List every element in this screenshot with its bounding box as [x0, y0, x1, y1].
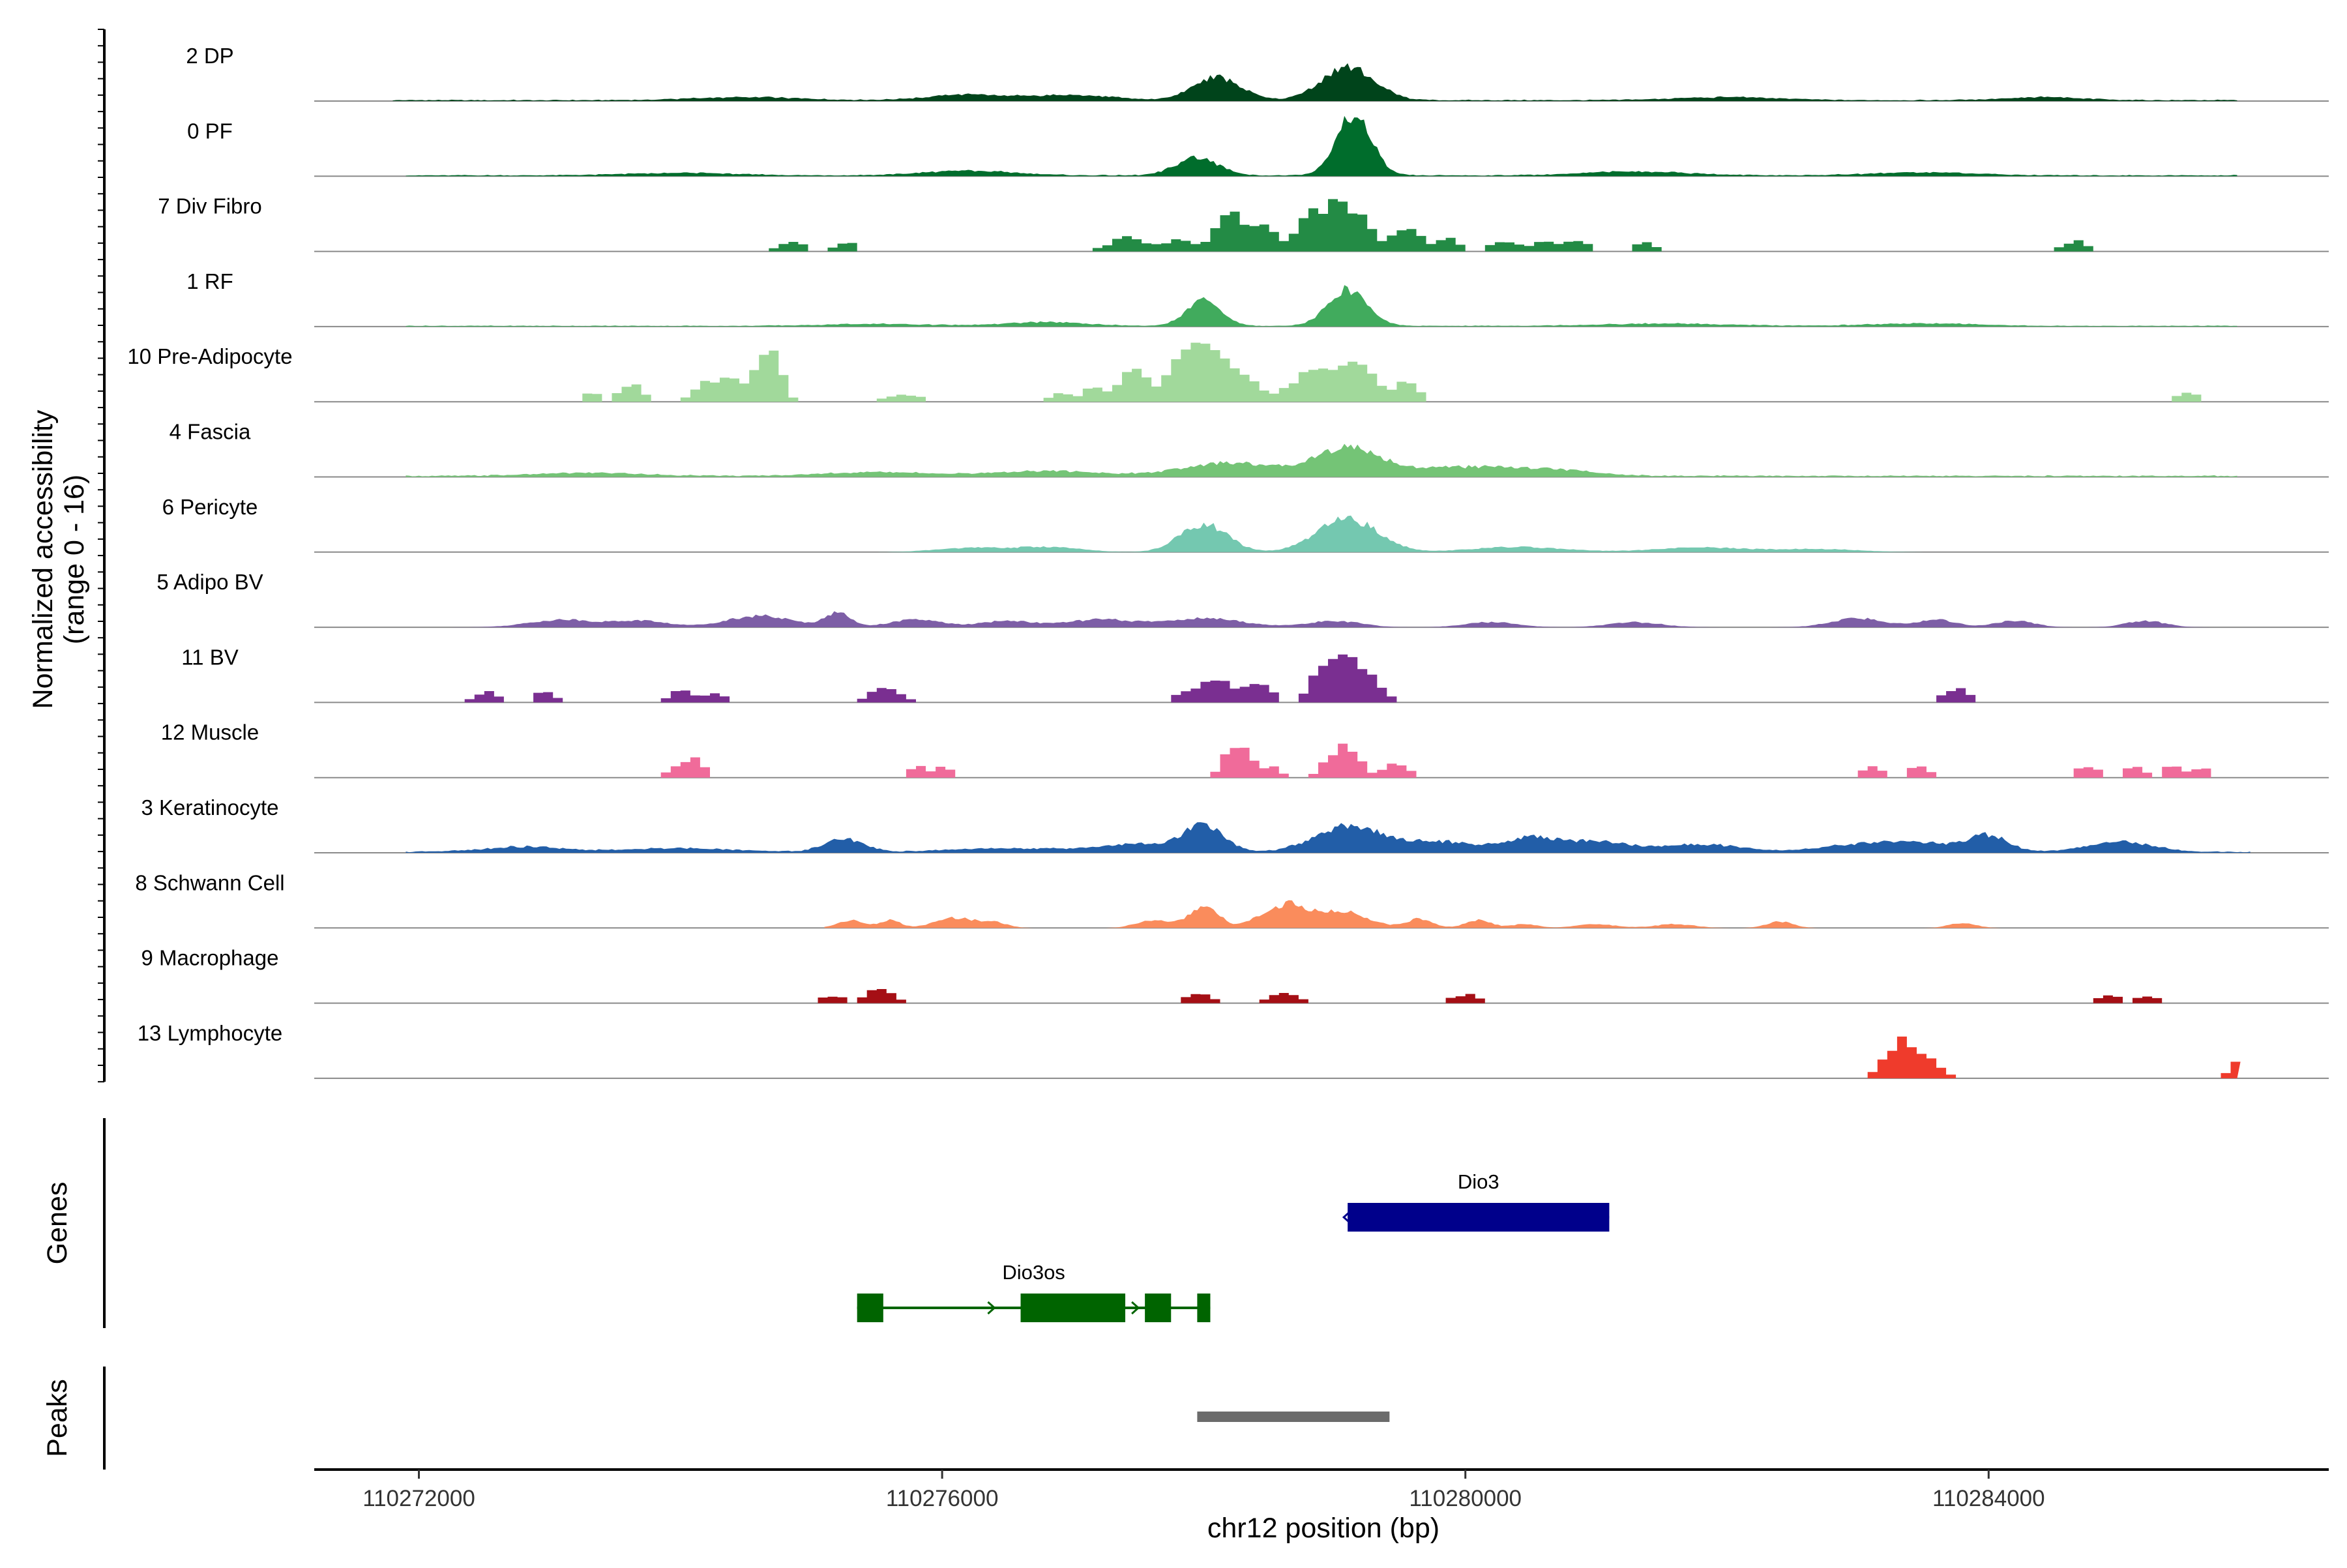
track-label: 7 Div Fibro [158, 194, 262, 218]
track-signal [406, 989, 2241, 1003]
track-4: 10 Pre-Adipocyte [127, 342, 2329, 403]
gene-exon [857, 1294, 883, 1322]
track-label: 12 Muscle [161, 720, 259, 745]
peak-track [1197, 1412, 1390, 1422]
track-3: 1 RF [186, 269, 2329, 327]
track-label: 10 Pre-Adipocyte [127, 344, 292, 368]
track-label: 8 Schwann Cell [135, 870, 284, 895]
track-label: 0 PF [187, 119, 233, 143]
track-label: 13 Lymphocyte [138, 1021, 283, 1045]
x-tick-label: 110280000 [1409, 1486, 1522, 1511]
track-label: 9 Macrophage [141, 946, 279, 970]
track-11: 8 Schwann Cell [135, 870, 2329, 929]
y-axis-title-line2: (range 0 - 16) [59, 475, 90, 645]
track-signal [406, 285, 2237, 327]
x-tick-label: 110284000 [1932, 1486, 2045, 1511]
track-8: 11 BV [181, 645, 2329, 703]
strand-arrow [1131, 1301, 1140, 1315]
genes-track-title: Genes [42, 1182, 73, 1265]
track-signal [406, 611, 2237, 628]
track-signal [406, 1036, 2241, 1078]
track-signal [824, 900, 2237, 928]
side-axes [98, 29, 106, 1470]
track-label: 1 RF [186, 269, 233, 293]
coverage-tracks: 2 DP 0 PF 7 Div Fibro 1 RF 10 Pre-Adipocyte 4… [127, 44, 2329, 1079]
peak-region [1197, 1412, 1390, 1422]
x-axis: 110272000 110276000 110280000 110284000 [314, 1468, 2329, 1511]
gene-exon [1348, 1203, 1610, 1232]
track-signal [406, 822, 2251, 853]
track-label: 3 Keratinocyte [141, 795, 279, 820]
peaks-track-title: Peaks [42, 1379, 73, 1457]
track-0: 2 DP [186, 44, 2329, 102]
gene-exon [1197, 1294, 1211, 1322]
track-12: 9 Macrophage [141, 946, 2329, 1004]
gene-exon [1020, 1294, 1126, 1322]
track-9: 12 Muscle [161, 720, 2329, 778]
strand-arrow [1342, 1210, 1351, 1224]
track-2: 7 Div Fibro [158, 194, 2329, 252]
y-axis-title-line1: Normalized accessibility [27, 409, 59, 709]
track-signal [406, 654, 2241, 703]
track-label: 4 Fascia [170, 420, 251, 444]
track-13: 13 Lymphocyte [138, 1021, 2329, 1079]
track-label: 2 DP [186, 44, 233, 68]
track-signal [406, 115, 2237, 177]
track-signal [406, 342, 2241, 402]
track-signal [406, 199, 2241, 252]
x-tick-label: 110276000 [886, 1486, 999, 1511]
x-tick-label: 110272000 [362, 1486, 475, 1511]
track-label: 6 Pericyte [162, 495, 258, 519]
gene-label: Dio3 [1458, 1170, 1499, 1193]
gene-track: Dio3 Dio3os [857, 1170, 1610, 1322]
gene-exon [1145, 1294, 1172, 1322]
track-signal [406, 743, 2241, 778]
track-6: 6 Pericyte [162, 495, 2329, 553]
track-signal [563, 515, 2237, 552]
track-5: 4 Fascia [170, 420, 2329, 478]
gene-dio3os: Dio3os [857, 1261, 1211, 1322]
track-label: 11 BV [181, 645, 238, 669]
x-axis-title: chr12 position (bp) [1207, 1513, 1439, 1544]
strand-arrow [987, 1301, 996, 1315]
track-1: 0 PF [187, 115, 2329, 177]
track-label: 5 Adipo BV [156, 570, 263, 594]
track-10: 3 Keratinocyte [141, 795, 2329, 853]
track-7: 5 Adipo BV [156, 570, 2329, 629]
track-signal [392, 63, 2237, 101]
gene-dio3: Dio3 [1342, 1170, 1610, 1232]
track-signal [406, 443, 2237, 477]
gene-label: Dio3os [1002, 1261, 1065, 1284]
